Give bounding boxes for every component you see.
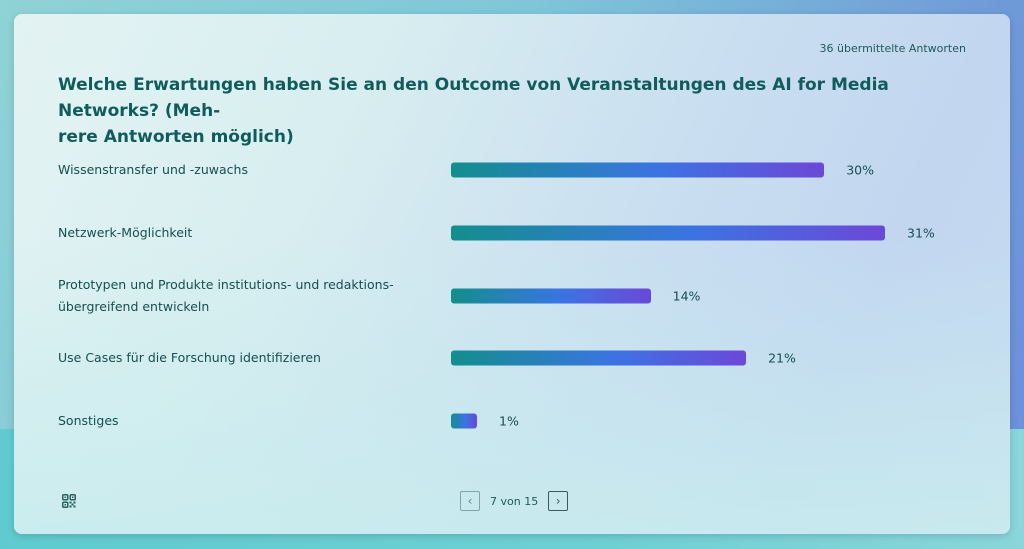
bar	[451, 413, 478, 429]
bar-value-label: 1%	[499, 413, 519, 429]
bar-label: Use Cases für die Forschung identifizier…	[58, 350, 321, 365]
bar-label: Netzwerk-Möglichkeit	[58, 225, 193, 240]
chart-row: Wissenstransfer und -zuwachs 30%	[58, 150, 978, 190]
question-title: Welche Erwartungen haben Sie an den Outc…	[58, 72, 958, 150]
bar	[451, 162, 825, 178]
response-count: 36 übermittelte Antworten	[819, 42, 966, 55]
question-line-2: rere Antworten möglich)	[58, 127, 294, 147]
bar	[451, 350, 747, 366]
bar-label: Sonstiges	[58, 413, 119, 428]
bar-value-label: 14%	[672, 288, 701, 304]
page-indicator: 7 von 15	[490, 494, 539, 508]
pagination: ‹ 7 von 15 ›	[460, 490, 569, 512]
bar-value-label: 30%	[846, 162, 875, 178]
chart-row: Use Cases für die Forschung identifizier…	[58, 338, 978, 378]
question-line-1: Welche Erwartungen haben Sie an den Outc…	[58, 75, 889, 121]
bar	[451, 288, 651, 304]
chevron-left-icon: ‹	[467, 494, 473, 508]
next-page-button[interactable]: ›	[548, 491, 569, 511]
bar-label: Wissenstransfer und -zuwachs	[58, 162, 248, 177]
previous-page-button[interactable]: ‹	[460, 491, 480, 511]
bar-value-label: 21%	[768, 350, 796, 366]
bar	[451, 225, 885, 241]
chart-row: Netzwerk-Möglichkeit 31%	[58, 213, 978, 253]
chart-row: Prototypen und Produkte institutions- un…	[58, 276, 978, 316]
chart-row: Sonstiges 1%	[58, 401, 978, 441]
results-card: 36 übermittelte Antworten Welche Erwartu…	[14, 14, 1010, 534]
bar-label-line-2: übergreifend entwickeln	[58, 299, 210, 314]
qr-code-icon[interactable]	[62, 494, 76, 508]
chevron-right-icon: ›	[555, 494, 561, 508]
bar-label: Prototypen und Produkte institutions- un…	[58, 274, 418, 318]
bar-label-line-1: Prototypen und Produkte institutions- un…	[58, 277, 394, 292]
card-shade	[14, 234, 1010, 534]
bar-value-label: 31%	[907, 225, 935, 241]
